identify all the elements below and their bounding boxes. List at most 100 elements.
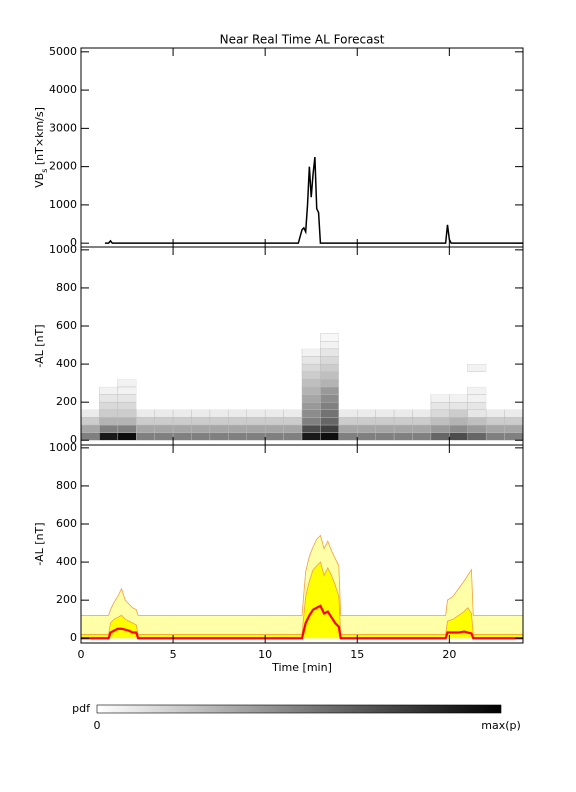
heat-cell (449, 341, 468, 349)
y-axis-label-part: s (40, 169, 49, 173)
heat-cell (228, 394, 247, 403)
heat-cell (338, 348, 358, 357)
heat-cell (228, 364, 247, 372)
heat-cell (338, 424, 358, 433)
heat-cell (357, 432, 376, 441)
heat-cell (173, 348, 192, 357)
heat-cell (283, 432, 303, 441)
heat-cell (283, 333, 302, 342)
heat-cell (228, 341, 247, 349)
y-tick-label: 800 (56, 281, 77, 294)
heat-cell (117, 348, 137, 357)
heat-cell (504, 394, 523, 403)
colorbar-label: pdf (72, 702, 91, 715)
heat-cell (283, 394, 302, 403)
heat-cell (265, 394, 284, 403)
heat-cell (191, 409, 211, 418)
heat-cell (265, 364, 284, 372)
heat-cell (430, 333, 450, 342)
heat-cell (99, 386, 119, 395)
heat-cell (301, 417, 321, 426)
heat-cell (246, 333, 266, 342)
heat-cell (246, 402, 266, 410)
heat-cell (246, 417, 266, 426)
heat-cell (283, 356, 302, 365)
heat-cell (375, 394, 395, 403)
heat-cell (117, 379, 137, 388)
heat-cell (430, 341, 450, 349)
heat-cell (504, 386, 523, 395)
heat-cell (430, 386, 450, 395)
heat-cell (246, 356, 266, 365)
heat-cell (136, 424, 155, 433)
heat-cell (301, 356, 321, 365)
heat-cell (467, 401, 487, 410)
heat-cell (172, 417, 192, 426)
heat-cell (394, 364, 413, 372)
heat-cell (320, 333, 340, 342)
heat-cell (467, 424, 487, 433)
area-edge (81, 561, 523, 635)
heat-cell (394, 356, 413, 365)
heat-cell (209, 356, 229, 365)
heat-cell (504, 371, 523, 380)
heat-cell (338, 341, 358, 349)
heat-cell (117, 424, 137, 433)
heat-cell (449, 379, 468, 387)
heat-cell (173, 379, 192, 387)
heat-cell (228, 432, 247, 441)
heat-cell (117, 386, 137, 395)
heat-cell (265, 341, 284, 349)
heat-cell (81, 364, 100, 372)
heat-cell (173, 364, 192, 372)
heat-cell (117, 371, 137, 380)
heat-cell (99, 424, 119, 433)
heat-cell (228, 379, 247, 387)
heat-cell (191, 364, 210, 372)
heat-cell (320, 386, 340, 395)
heat-cell (338, 379, 358, 387)
heat-cell (486, 371, 505, 380)
heat-cell (283, 379, 302, 387)
heat-cell (486, 356, 505, 365)
heat-cell (99, 356, 118, 365)
heat-cell (136, 402, 155, 410)
heat-cell (228, 409, 247, 418)
heat-cell (80, 417, 100, 426)
heat-cell (246, 371, 266, 380)
colorbar-max: max(p) (481, 719, 521, 732)
heat-cell (320, 341, 340, 350)
heat-cell (117, 409, 137, 418)
y-tick-label: 400 (56, 357, 77, 370)
heat-cell (173, 371, 192, 380)
heat-cell (412, 402, 431, 410)
heat-cell (467, 409, 487, 418)
heat-cell (375, 417, 395, 426)
heat-cell (430, 371, 450, 380)
heat-cell (81, 356, 100, 365)
heat-cell (430, 417, 450, 426)
heat-cell (265, 386, 284, 395)
heat-cell (117, 401, 137, 410)
heat-cell (504, 409, 524, 418)
heat-cell (430, 348, 450, 357)
heat-cell (486, 333, 505, 342)
heat-cell (412, 371, 431, 380)
heat-cell (191, 348, 210, 357)
heat-cell (375, 341, 395, 349)
heat-cell (209, 432, 229, 441)
heat-cell (338, 371, 358, 380)
heat-cell (283, 341, 302, 349)
heat-cell (191, 394, 210, 403)
heat-cell (449, 394, 468, 403)
heat-cell (99, 348, 118, 357)
heat-cell (467, 333, 487, 342)
heat-cell (320, 394, 340, 403)
heat-cell (81, 379, 100, 387)
heat-cell (301, 394, 321, 403)
heat-cell (99, 409, 119, 418)
y-tick-label: 1000 (49, 441, 77, 454)
heat-cell (99, 401, 119, 410)
y-tick-label: 0 (70, 433, 77, 446)
y-axis-label: VBs [nT×km/s] (33, 107, 49, 188)
